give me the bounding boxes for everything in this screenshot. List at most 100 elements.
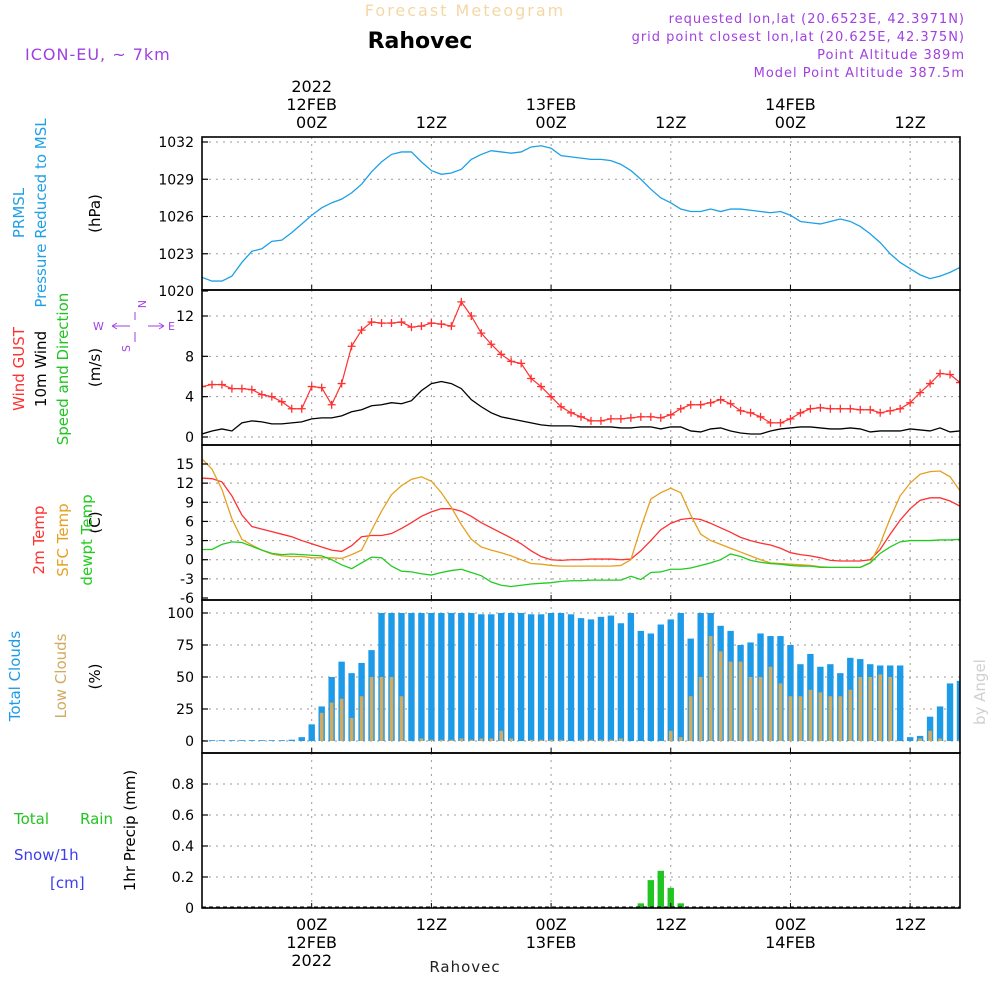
total-cloud-bar xyxy=(607,615,615,741)
total-cloud-bar xyxy=(448,613,455,741)
temperature-unit-label: (C) xyxy=(86,511,104,533)
total-cloud-bar xyxy=(418,613,425,741)
wind-frame xyxy=(201,289,961,446)
low-cloud-bar xyxy=(918,738,922,741)
low-cloud-bar xyxy=(599,739,603,741)
low-cloud-bar xyxy=(858,677,863,741)
gust-marker xyxy=(367,318,376,327)
total-cloud-bar xyxy=(398,613,405,741)
gust-marker xyxy=(676,404,685,413)
dewpt-label: dewpt Temp xyxy=(78,494,96,585)
rain-bar xyxy=(677,903,684,908)
low-cloud-bar xyxy=(529,739,533,741)
bottom-hour-label: 12Z xyxy=(894,915,925,934)
clouds-y-tick-label: 25 xyxy=(176,702,194,718)
gust-marker xyxy=(916,388,925,397)
gust-marker xyxy=(896,404,905,413)
low-cloud-bar xyxy=(379,677,384,741)
rain-bar xyxy=(667,887,674,908)
gust-marker xyxy=(646,412,655,421)
gust-marker xyxy=(517,359,526,368)
total-cloud-bar xyxy=(657,624,664,741)
wind-y-tick-label: 8 xyxy=(185,349,194,365)
gust-marker xyxy=(577,412,585,421)
total-cloud-bar xyxy=(547,613,555,741)
total-cloud-bar xyxy=(597,616,605,741)
precip-y-tick-label: 0.6 xyxy=(172,808,194,824)
compass-n: N xyxy=(135,300,148,308)
wind-grid xyxy=(202,290,960,445)
gust-marker xyxy=(202,382,206,391)
low-cloud-bar xyxy=(928,730,932,741)
wind-y-tick-label: 12 xyxy=(176,309,194,325)
precip-rain-label: Rain xyxy=(80,810,113,828)
low-cloud-bar xyxy=(449,739,454,741)
gust-marker xyxy=(706,398,715,407)
top-hour-label: 00Z xyxy=(535,113,566,132)
total-cloud-bar xyxy=(926,716,934,741)
pressure-y-tick-label: 1029 xyxy=(158,172,194,188)
low-cloud-bar xyxy=(798,696,803,741)
wind-gust-label: Wind GUST xyxy=(10,326,28,411)
top-date-label: 14FEB xyxy=(765,95,816,114)
total-cloud-bar xyxy=(577,618,585,741)
pressure-frame xyxy=(201,136,961,291)
gust-marker xyxy=(746,408,755,417)
low-cloud-bar xyxy=(609,739,613,741)
gust-marker xyxy=(277,397,286,406)
temperature-y-tick-label: 3 xyxy=(185,534,194,550)
total-cloud-bar xyxy=(677,613,684,741)
total-cloud-bar xyxy=(637,630,645,741)
total-cloud-bar xyxy=(956,680,960,741)
low-cloud-bar xyxy=(389,677,394,741)
bottom-date-label: 13FEB xyxy=(526,933,577,952)
total-cloud-bar xyxy=(936,706,944,741)
gust-marker xyxy=(527,374,536,383)
requested-coords: requested lon,lat (20.6523E, 42.3971N) xyxy=(669,12,965,27)
pressure-msl-label: Pressure Reduced to MSL xyxy=(32,118,50,308)
total-cloud-bar xyxy=(478,614,485,741)
total-cloud-bar xyxy=(248,740,256,741)
gust-marker xyxy=(846,404,855,413)
total-cloud-bar xyxy=(946,683,954,741)
panel-clouds xyxy=(201,599,961,754)
rain-bar xyxy=(657,870,664,908)
gust-marker xyxy=(936,369,945,378)
low-cloud-bar xyxy=(958,739,960,741)
low-cloud-bar xyxy=(838,696,843,741)
gust-marker xyxy=(457,297,466,306)
gust-marker xyxy=(217,380,226,389)
gust-marker xyxy=(926,379,935,388)
gust-marker xyxy=(477,329,486,338)
low-cloud-bar xyxy=(499,730,504,741)
precip-y-tick-label: 0.4 xyxy=(172,839,194,855)
low-cloud-bar xyxy=(788,696,793,741)
total-cloud-bar xyxy=(567,614,575,741)
gust-marker xyxy=(796,408,805,417)
gust-marker xyxy=(467,312,476,320)
top-date-label: 12FEB xyxy=(286,95,337,114)
total-cloud-bar xyxy=(288,739,295,741)
total-cloud-bar xyxy=(906,737,914,741)
gust-marker xyxy=(656,413,665,422)
top-year-label: 2022 xyxy=(291,77,332,96)
low-cloud-bar xyxy=(728,661,733,741)
total-cloud-bar xyxy=(587,619,595,741)
clouds-y-tick-label: 100 xyxy=(167,606,194,622)
low-cloud-bar xyxy=(868,677,873,741)
gust-marker xyxy=(756,412,765,421)
panel-wind xyxy=(201,289,961,446)
total-cloud-bar xyxy=(218,740,226,741)
gust-marker xyxy=(886,406,895,415)
gust-marker xyxy=(866,405,875,414)
gust-marker xyxy=(616,414,625,423)
t2m-label: 2m Temp xyxy=(30,506,48,575)
total-cloud-bar xyxy=(348,673,355,741)
top-hour-label: 12Z xyxy=(894,113,925,132)
total-cloud-bar xyxy=(298,737,305,741)
gust-marker xyxy=(586,416,595,425)
credit-watermark: by Angel xyxy=(971,659,989,725)
clouds-unit-label: (%) xyxy=(86,664,104,690)
top-hour-label: 00Z xyxy=(775,113,806,132)
bottom-hour-label: 00Z xyxy=(296,915,327,934)
